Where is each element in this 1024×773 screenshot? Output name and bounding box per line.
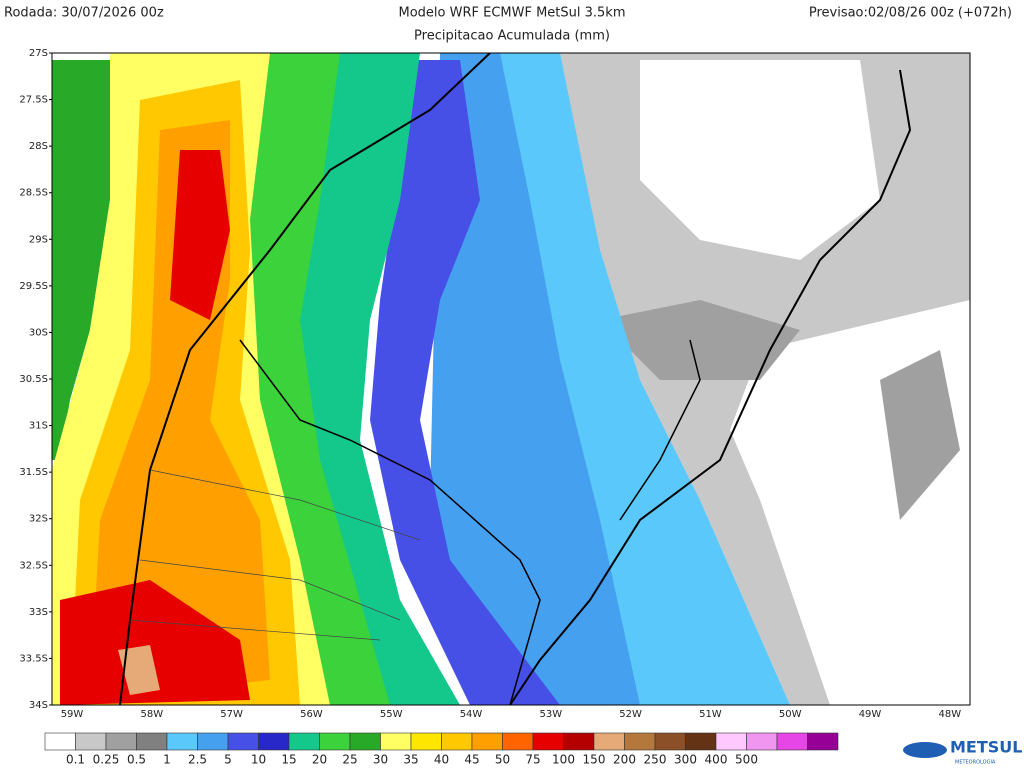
colorbar-label: 75 [525, 753, 540, 767]
colorbar-label: 100 [552, 753, 575, 767]
lon-label: 50W [779, 709, 802, 720]
colorbar-label: 5 [224, 753, 232, 767]
colorbar-swatch [410, 732, 442, 751]
lon-label: 53W [539, 709, 562, 720]
colorbar-label: 150 [583, 753, 606, 767]
colorbar-label: 300 [674, 753, 697, 767]
forecast-label: Previsao:02/08/26 00z (+072h) [809, 6, 1012, 21]
colorbar-label: 40 [434, 753, 449, 767]
lat-label: 32S [29, 514, 48, 525]
colorbar-swatch [227, 732, 259, 751]
model-title: Modelo WRF ECMWF MetSul 3.5km [399, 6, 626, 21]
logo: METSUL METEOROLOGIA [903, 738, 1022, 766]
colorbar-label: 250 [644, 753, 667, 767]
lat-label: 31.5S [19, 467, 48, 478]
precip-field [52, 53, 970, 705]
colorbar-label: 0.5 [127, 753, 146, 767]
colorbar-label: 20 [312, 753, 327, 767]
lon-label: 54W [460, 709, 483, 720]
colorbar-swatch [319, 732, 351, 751]
colorbar-swatch [166, 732, 198, 751]
colorbar-label: 200 [613, 753, 636, 767]
lat-label: 31S [29, 421, 48, 432]
lat-label: 33.5S [19, 653, 48, 664]
lat-label: 27S [29, 48, 48, 59]
colorbar-swatch [44, 732, 76, 751]
lon-label: 51W [699, 709, 722, 720]
lon-label: 52W [619, 709, 642, 720]
colorbar-label: 15 [281, 753, 296, 767]
colorbar-label: 45 [464, 753, 479, 767]
run-label: Rodada: 30/07/2026 00z [4, 6, 164, 21]
colorbar-swatch [624, 732, 656, 751]
colorbar-swatch [75, 732, 107, 751]
lat-label: 34S [29, 700, 48, 711]
colorbar-label: 0.25 [93, 753, 120, 767]
colorbar-label: 50 [495, 753, 510, 767]
colorbar-swatch [654, 732, 686, 751]
lon-label: 49W [859, 709, 882, 720]
lat-label: 28S [29, 141, 48, 152]
colorbar-swatch [258, 732, 290, 751]
colorbar-swatch [288, 732, 320, 751]
colorbar-swatch [380, 732, 412, 751]
colorbar-label: 35 [403, 753, 418, 767]
colorbar-label: 30 [373, 753, 388, 767]
lat-label: 29.5S [19, 281, 48, 292]
colorbar-label: 10 [251, 753, 266, 767]
lat-label: 29S [29, 234, 48, 245]
colorbar-swatch [349, 732, 381, 751]
logo-tagline: METEOROLOGIA [955, 760, 996, 766]
colorbar-label: 1 [163, 753, 171, 767]
colorbar-label: 2.5 [188, 753, 207, 767]
colorbar-label: 400 [705, 753, 728, 767]
colorbar-swatch [136, 732, 168, 751]
colorbar-swatch [746, 732, 778, 751]
lat-label: 27.5S [19, 95, 48, 106]
colorbar-swatch [502, 732, 534, 751]
lon-label: 48W [938, 709, 961, 720]
logo-globe [903, 742, 947, 758]
lat-label: 28.5S [19, 188, 48, 199]
colorbar-swatch [197, 732, 229, 751]
lat-label: 30.5S [19, 374, 48, 385]
colorbar-swatch [807, 732, 839, 751]
colorbar-swatch [715, 732, 747, 751]
colorbar-swatch [593, 732, 625, 751]
colorbar-swatch [471, 732, 503, 751]
lon-label: 56W [300, 709, 323, 720]
colorbar-swatch [685, 732, 717, 751]
lat-label: 30S [29, 327, 48, 338]
colorbar-swatch [441, 732, 473, 751]
colorbar-label: 0.1 [66, 753, 85, 767]
lon-label: 59W [61, 709, 84, 720]
lon-label: 55W [380, 709, 403, 720]
colorbar-label: 500 [735, 753, 758, 767]
lat-label: 32.5S [19, 560, 48, 571]
colorbar-swatch [563, 732, 595, 751]
lon-label: 58W [140, 709, 163, 720]
colorbar-swatch [776, 732, 808, 751]
colorbar-swatch [105, 732, 137, 751]
lon-label: 57W [220, 709, 243, 720]
subtitle: Precipitacao Acumulada (mm) [414, 29, 610, 44]
colorbar-label: 25 [342, 753, 357, 767]
logo-name: METSUL [950, 738, 1022, 757]
lat-label: 33S [29, 607, 48, 618]
colorbar-swatch [532, 732, 564, 751]
